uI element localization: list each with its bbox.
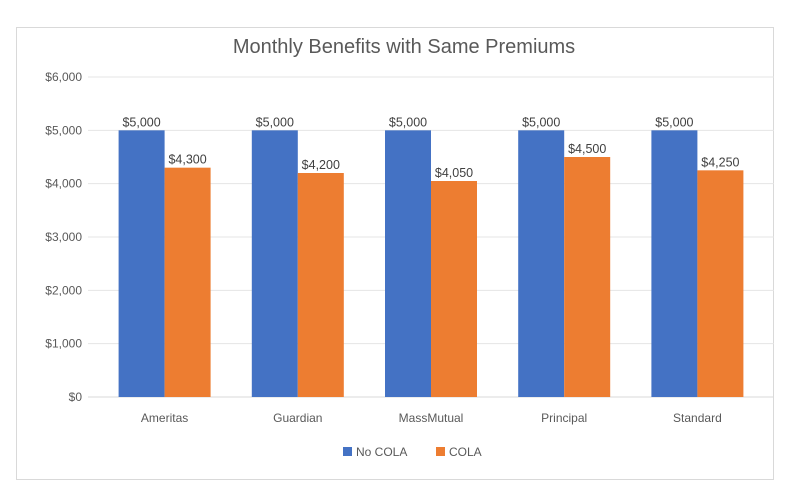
data-labels: $5,000 $4,300 $5,000 $4,200 $5,000 $4,050 $5,0… [122,115,739,180]
bar-no-cola [651,130,698,398]
data-label: $5,000 [522,115,560,129]
legend-swatch [343,447,352,456]
x-tick-label: Principal [541,411,587,425]
data-label: $5,000 [256,115,294,129]
data-label: $4,050 [435,166,473,180]
legend-swatch [436,447,445,456]
y-tick-label: $6,000 [45,70,82,84]
bar-no-cola [251,130,298,398]
chart-title: Monthly Benefits with Same Premiums [233,36,575,58]
bar-cola [164,167,211,397]
bar-cola [697,170,744,397]
y-tick-label: $3,000 [45,230,82,244]
data-label: $4,300 [168,153,206,167]
data-label: $4,500 [568,142,606,156]
y-tick-label: $2,000 [45,283,82,297]
x-tick-label: Standard [673,411,722,425]
bar-no-cola [118,130,165,398]
data-label: $5,000 [655,115,693,129]
bar-cola [564,157,611,397]
y-tick-label: $5,000 [45,123,82,137]
x-axis: Ameritas Guardian MassMutual Principal Stand… [141,411,722,425]
x-tick-label: Ameritas [141,411,188,425]
bar-cola [431,181,477,397]
bar-no-cola [385,130,431,398]
bars [118,130,744,398]
bar-cola [297,173,344,397]
data-label: $5,000 [122,115,160,129]
x-tick-label: Guardian [273,411,322,425]
y-tick-label: $1,000 [45,337,82,351]
data-label: $4,250 [701,155,739,169]
x-tick-label: MassMutual [399,411,464,425]
legend: No COLA COLA [343,445,482,459]
y-tick-label: $4,000 [45,177,82,191]
bar-no-cola [518,130,565,398]
legend-label: No COLA [356,445,407,459]
y-axis: $0 $1,000 $2,000 $3,000 $4,000 $5,000 $6,000 [45,70,82,404]
legend-label: COLA [449,445,482,459]
y-tick-label: $0 [69,390,83,404]
data-label: $4,200 [302,158,340,172]
data-label: $5,000 [389,115,427,129]
